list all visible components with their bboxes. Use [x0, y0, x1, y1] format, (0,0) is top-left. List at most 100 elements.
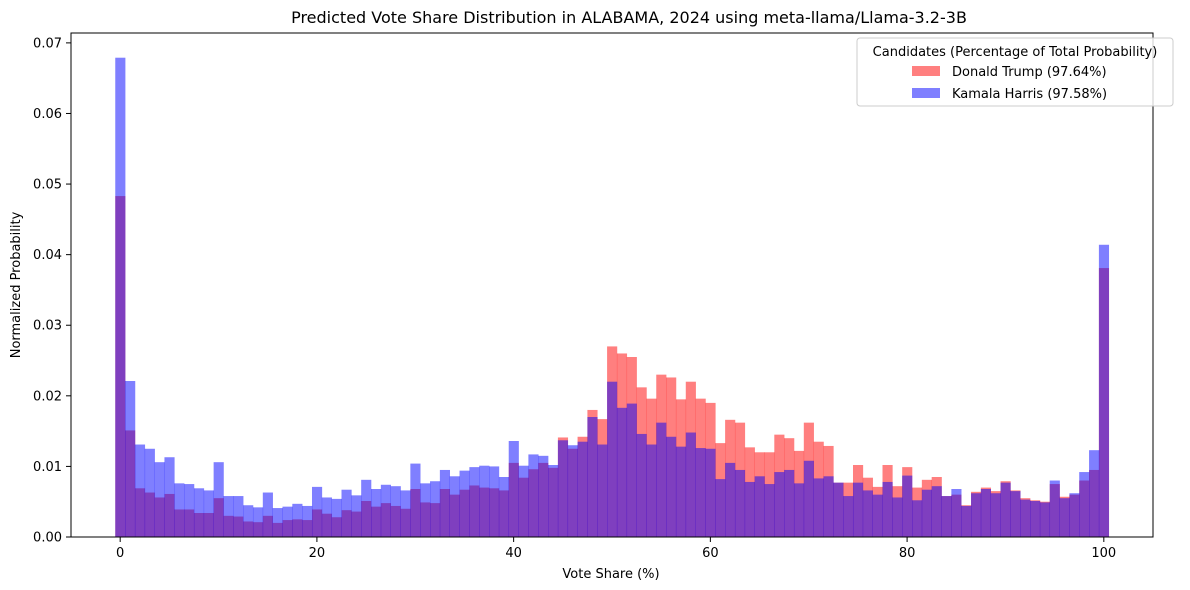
bar-1-96: [1059, 498, 1070, 537]
bar-1-10: [213, 462, 224, 537]
legend-swatch-trump: [912, 66, 940, 76]
bar-1-94: [1039, 502, 1051, 537]
bar-1-25: [361, 479, 372, 537]
bar-1-17: [282, 506, 293, 537]
y-tick-label-0.00: 0.00: [33, 531, 62, 546]
bar-1-95: [1049, 480, 1060, 537]
plot-area: [70, 32, 1154, 538]
bar-1-62: [725, 462, 736, 537]
bar-1-0: [115, 57, 126, 538]
bar-1-7: [184, 484, 195, 537]
bar-1-99: [1089, 450, 1100, 537]
axes-frame: [70, 32, 1154, 538]
bar-1-51: [616, 407, 628, 537]
bar-1-18: [292, 503, 303, 537]
bar-1-85: [951, 489, 962, 537]
bar-1-49: [597, 444, 608, 537]
bar-1-72: [823, 476, 834, 537]
bar-1-81: [912, 500, 923, 537]
bar-1-84: [941, 496, 952, 537]
bar-1-88: [980, 489, 991, 537]
bar-1-75: [852, 482, 864, 537]
x-tick-label-100: 100: [1091, 546, 1116, 561]
bar-1-19: [302, 505, 313, 537]
bar-1-27: [380, 484, 391, 537]
bar-1-86: [961, 505, 972, 537]
bar-1-15: [262, 492, 273, 537]
bar-1-46: [567, 445, 578, 537]
bar-1-73: [833, 482, 844, 537]
bar-1-43: [538, 455, 549, 537]
bar-1-2: [134, 444, 146, 537]
bar-1-68: [784, 469, 795, 537]
bar-1-5: [164, 457, 175, 537]
bar-1-13: [243, 505, 254, 537]
y-tick-label-0.03: 0.03: [33, 319, 62, 334]
bar-1-8: [193, 488, 205, 537]
y-tick-label-0.07: 0.07: [33, 36, 62, 51]
bar-1-23: [341, 489, 352, 537]
bar-1-64: [744, 481, 755, 537]
x-tick-label-40: 40: [505, 546, 522, 561]
bar-1-60: [705, 448, 716, 537]
bar-1-50: [607, 381, 618, 537]
bar-1-38: [489, 466, 500, 537]
bar-1-44: [548, 465, 559, 537]
y-tick-label-0.02: 0.02: [33, 389, 62, 404]
bar-1-100: [1098, 244, 1110, 537]
y-axis-title: Normalized Probability: [9, 211, 24, 358]
bar-1-97: [1069, 493, 1080, 537]
bar-1-53: [636, 433, 647, 537]
bar-1-93: [1030, 501, 1041, 537]
x-tick-label-20: 20: [309, 546, 326, 561]
bar-1-35: [459, 470, 470, 537]
bar-1-41: [518, 465, 529, 537]
bar-1-32: [430, 481, 441, 537]
y-tick-label-0.04: 0.04: [33, 248, 62, 263]
legend: Candidates (Percentage of Total Probabil…: [856, 37, 1174, 107]
bar-1-42: [528, 454, 539, 537]
bar-1-83: [931, 486, 942, 537]
bar-1-31: [420, 483, 431, 537]
bar-1-55: [656, 422, 667, 537]
legend-swatch-harris: [912, 88, 940, 98]
bar-1-28: [390, 486, 401, 537]
x-axis-title: Vote Share (%): [562, 567, 659, 582]
bar-1-65: [754, 476, 765, 537]
bar-1-37: [479, 465, 490, 537]
bar-1-24: [351, 495, 362, 537]
bar-1-14: [252, 507, 264, 537]
bar-1-22: [331, 498, 342, 537]
x-tick-label-60: 60: [702, 546, 719, 561]
bar-1-61: [715, 479, 726, 537]
series-1: [115, 57, 1110, 538]
bar-1-29: [400, 490, 411, 537]
bar-1-90: [1000, 482, 1011, 537]
bar-1-3: [144, 448, 155, 537]
bar-1-67: [774, 472, 785, 537]
bar-1-11: [223, 496, 234, 537]
bar-1-59: [695, 448, 706, 537]
bar-1-56: [666, 436, 677, 537]
bar-1-40: [508, 441, 519, 537]
bar-1-4: [154, 462, 165, 537]
bar-1-33: [439, 469, 450, 537]
bar-1-76: [862, 490, 873, 537]
bar-1-87: [971, 493, 982, 537]
bar-1-26: [371, 489, 382, 537]
x-tick-label-0: 0: [116, 546, 124, 561]
bar-1-20: [311, 486, 323, 537]
y-tick-label-0.01: 0.01: [33, 460, 62, 475]
bar-1-82: [921, 489, 932, 537]
y-tick-label-0.06: 0.06: [33, 107, 62, 122]
bar-1-92: [1020, 499, 1031, 537]
bar-1-91: [1010, 491, 1021, 537]
bar-1-58: [685, 432, 696, 537]
legend-label-harris: Kamala Harris (97.58%): [952, 87, 1107, 102]
bar-1-89: [990, 493, 1001, 537]
bar-1-39: [498, 477, 510, 537]
bar-1-78: [882, 481, 893, 537]
bar-1-80: [902, 475, 913, 537]
y-axis: 0.00 0.01 0.02 0.03 0.04 0.05 0.06 0.07: [33, 36, 71, 546]
